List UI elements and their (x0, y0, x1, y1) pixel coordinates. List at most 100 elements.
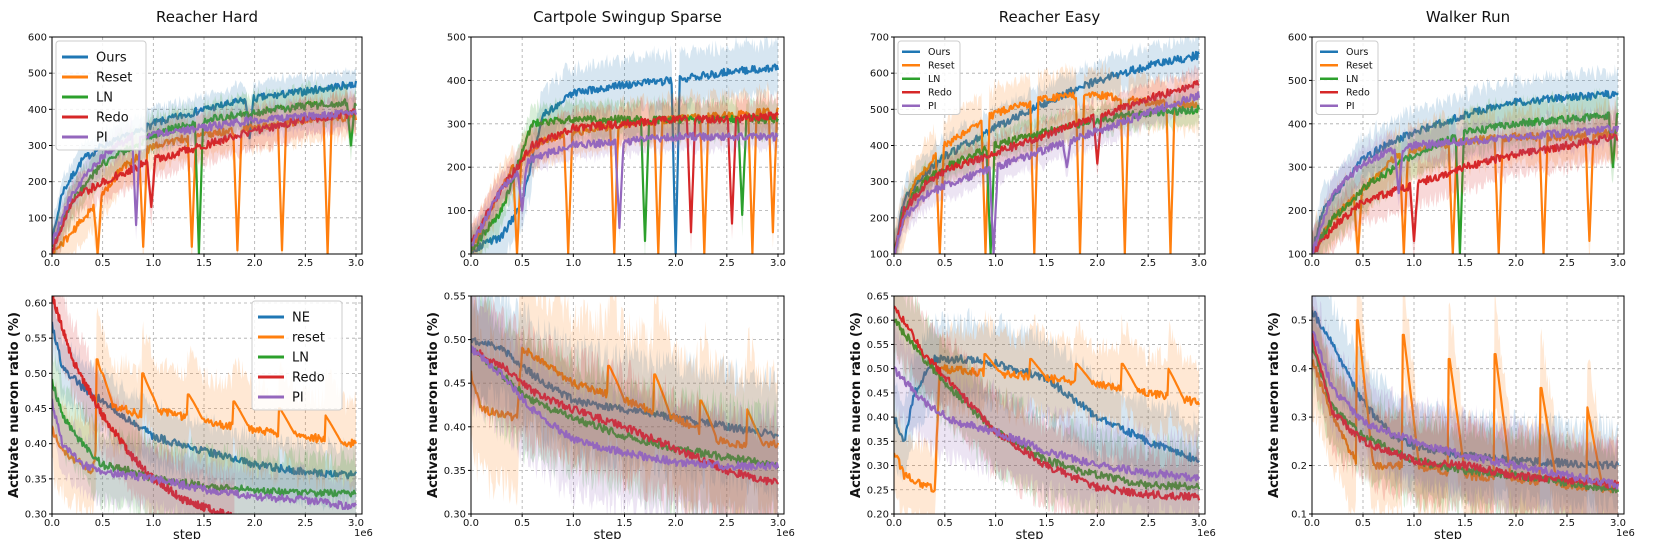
y-tick-label: 0.35 (444, 466, 466, 477)
series-band-ours (52, 67, 356, 254)
series-line-pi (471, 344, 780, 471)
x-tick-label: 1.5 (1457, 518, 1473, 529)
series-band-redo (1312, 108, 1618, 254)
y-tick-label: 300 (28, 141, 47, 152)
y-tick-label: 200 (28, 177, 47, 188)
x-tick-label: 1.0 (988, 258, 1004, 269)
x-tick-label: 0.0 (44, 518, 60, 529)
x-axis-label: step (593, 528, 621, 539)
y-tick-label: 400 (870, 141, 889, 152)
x-tick-label: 0.5 (937, 518, 953, 529)
plot-area (1312, 296, 1620, 514)
x-tick-label: 1.5 (1457, 258, 1473, 269)
y-tick-label: 0 (460, 250, 466, 261)
series-line-pi (894, 91, 1201, 254)
legend-label-reset: Reset (1346, 61, 1373, 72)
x-tick-label: 2.0 (1089, 258, 1105, 269)
y-tick-label: 0.45 (25, 404, 47, 415)
x-tick-label: 2.5 (297, 518, 313, 529)
series-band-pi (1312, 104, 1618, 254)
series-line-redo (894, 305, 1201, 501)
plot-frame (51, 36, 363, 255)
legend-label-reset: reset (292, 331, 325, 346)
plot-area (471, 37, 780, 254)
legend-label-ln: LN (928, 74, 940, 85)
y-tick-label: 0.40 (444, 422, 466, 433)
y-tick-label: 0.35 (867, 437, 889, 448)
series-line-redo (52, 296, 233, 514)
legend-label-ours: Ours (96, 51, 127, 66)
legend: Ours Reset LN Redo PI (897, 40, 961, 115)
x-tick-label: 2.0 (247, 518, 263, 529)
y-tick-label: 0.35 (25, 474, 47, 485)
y-tick-label: 200 (447, 163, 466, 174)
x-tick-label: 0.0 (886, 258, 902, 269)
legend-box (897, 40, 961, 115)
y-tick-label: 200 (1288, 206, 1307, 217)
y-tick-label: 0.65 (867, 292, 889, 303)
x-tick-label: 0.5 (514, 518, 530, 529)
series-band-redo (894, 64, 1199, 254)
y-tick-label: 0.55 (25, 334, 47, 345)
series-line-ln (471, 347, 779, 469)
series-line-pi (1312, 124, 1620, 254)
y-tick-label: 100 (870, 250, 889, 261)
series-band-redo (471, 296, 778, 514)
plot-frame (893, 295, 1206, 515)
x-multiplier-label: 1e6 (776, 528, 795, 539)
series-band-pi (1312, 296, 1618, 514)
chart-panel-6: 0.0 0.5 1.0 1.5 2.0 2.5 3.0 0.30 0.35 0.40 0.45 0.5… (426, 292, 795, 539)
y-tick-label: 500 (28, 69, 47, 80)
y-tick-label: 0.40 (25, 439, 47, 450)
y-tick-label: 0.2 (1291, 461, 1307, 472)
legend: NE reset LN Redo PI (251, 300, 343, 411)
x-tick-label: 1.5 (1039, 518, 1055, 529)
series-band-ours (894, 37, 1199, 254)
x-tick-label: 3.0 (348, 518, 364, 529)
y-tick-label: 0.30 (444, 510, 466, 521)
x-multiplier-label: 1e6 (1616, 528, 1635, 539)
legend-label-redo: Redo (1346, 88, 1370, 99)
series-line-pi (52, 109, 358, 245)
series-line-ne (1312, 310, 1620, 470)
series-band-ne (52, 298, 356, 512)
y-tick-label: 0.45 (867, 388, 889, 399)
y-tick-label: 300 (447, 119, 466, 130)
x-tick-label: 3.0 (1610, 518, 1626, 529)
series-line-redo (471, 347, 779, 486)
x-tick-label: 1.0 (1406, 258, 1422, 269)
chart-panel-1: Reacher Hard 0.0 0.5 1.0 1.5 2.0 2.5 3.0 0 100 200… (28, 8, 364, 269)
plot-area (52, 296, 358, 514)
x-tick-label: 1.5 (617, 258, 633, 269)
series-band-ln (894, 296, 1199, 514)
x-tick-label: 2.5 (719, 258, 735, 269)
x-tick-label: 1.5 (1039, 258, 1055, 269)
chart-title: Walker Run (1426, 8, 1510, 26)
y-tick-label: 0.55 (867, 340, 889, 351)
plot-area (471, 296, 780, 514)
x-tick-label: 1.5 (196, 518, 212, 529)
x-tick-label: 0.0 (463, 518, 479, 529)
x-tick-label: 0.5 (514, 258, 530, 269)
series-band-ours (1312, 64, 1618, 254)
legend-label-redo: Redo (96, 111, 129, 126)
series-line-pi (894, 366, 1200, 482)
series-line-pi (471, 131, 779, 247)
y-tick-label: 100 (447, 206, 466, 217)
x-tick-label: 1.0 (145, 518, 161, 529)
series-band-ln (1312, 300, 1618, 514)
legend-box (1315, 40, 1379, 115)
series-line-ne (52, 321, 357, 480)
x-tick-label: 1.0 (1406, 518, 1422, 529)
x-tick-label: 2.0 (1508, 518, 1524, 529)
y-tick-label: 100 (1288, 250, 1307, 261)
series-line-redo (1312, 133, 1619, 254)
y-tick-label: 0.45 (444, 379, 466, 390)
legend-label-ne: NE (292, 311, 310, 326)
series-band-ln (471, 296, 778, 514)
x-tick-label: 0.0 (463, 258, 479, 269)
series-band-ne (1312, 296, 1618, 514)
series-band-reset (894, 309, 1199, 514)
y-tick-label: 600 (1288, 33, 1307, 44)
